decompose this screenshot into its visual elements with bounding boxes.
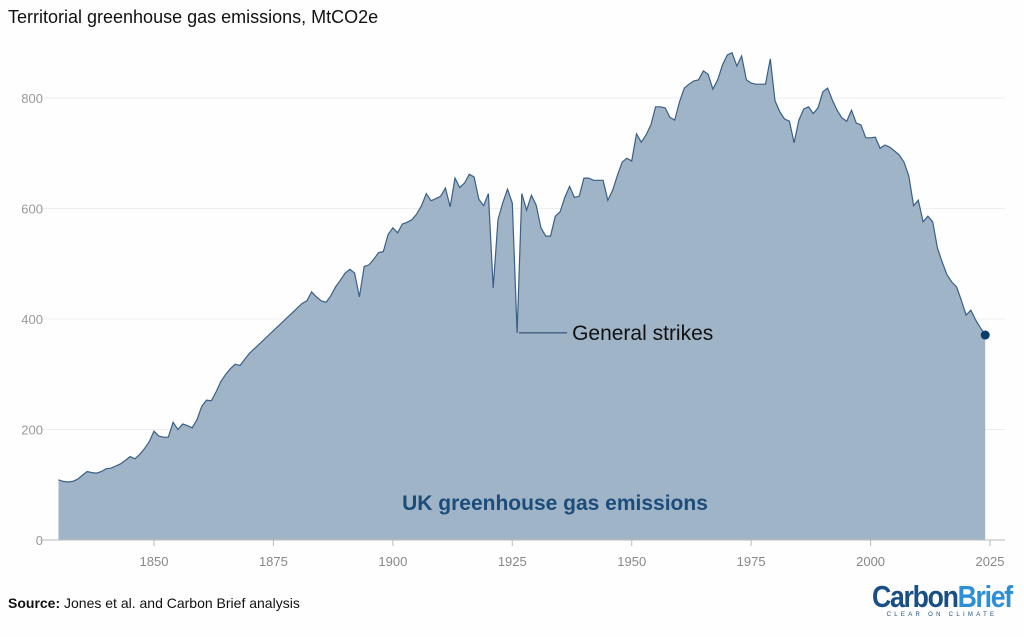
y-tick-label: 200	[21, 423, 43, 438]
source-text: Jones et al. and Carbon Brief analysis	[60, 595, 300, 611]
chart-title: Territorial greenhouse gas emissions, Mt…	[8, 7, 379, 27]
x-tick-label: 1950	[617, 554, 646, 569]
y-tick-label: 0	[36, 533, 43, 548]
x-tick-label: 1900	[378, 554, 407, 569]
latest-value-dot	[980, 330, 990, 340]
annotation-general-strikes: General strikes	[572, 322, 713, 345]
y-tick-label: 400	[21, 312, 43, 327]
logo-part1: Carbon	[872, 579, 959, 614]
logo-tagline: CLEAR ON CLIMATE	[886, 612, 998, 618]
emissions-line	[58, 51, 986, 483]
x-tick-label: 1875	[259, 554, 288, 569]
logo-part2: Brief	[957, 579, 1014, 614]
emissions-area	[58, 52, 986, 540]
series-label: UK greenhouse gas emissions	[402, 492, 708, 515]
x-tick-label: 1925	[498, 554, 527, 569]
x-tick-label: 1850	[140, 554, 169, 569]
y-tick-label: 800	[21, 91, 43, 106]
carbon-brief-logo: CarbonBrief CLEAR ON CLIMATE	[872, 579, 1014, 618]
y-tick-label: 600	[21, 202, 43, 217]
source-note: Source: Jones et al. and Carbon Brief an…	[8, 595, 300, 611]
x-tick-label: 2025	[976, 554, 1005, 569]
source-label: Source:	[8, 595, 61, 611]
x-tick-label: 1975	[737, 554, 766, 569]
x-tick-label: 2000	[856, 554, 885, 569]
